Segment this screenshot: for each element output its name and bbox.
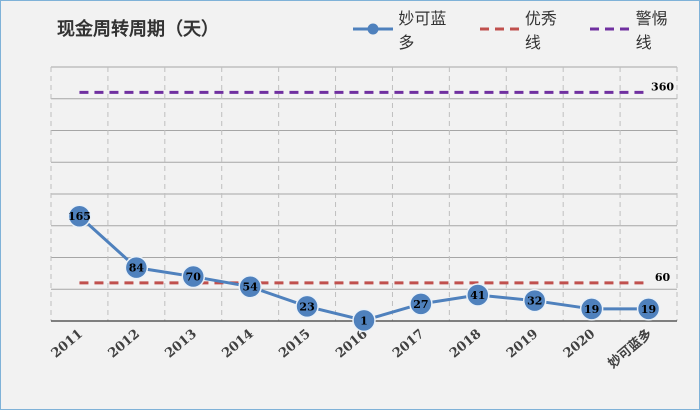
- legend-label-excellent-line: 优秀线: [524, 9, 557, 52]
- legend: 妙可蓝多 优秀线 警惕线: [351, 9, 699, 52]
- chart-title: 现金周转周期（天）: [57, 19, 219, 40]
- data-label: 84: [129, 262, 145, 275]
- data-point: [181, 264, 206, 289]
- data-label: 23: [299, 300, 314, 313]
- warning-line-end-label: 360: [651, 80, 674, 93]
- legend-label-warning-line: 警惕线: [635, 9, 668, 52]
- data-label: 32: [527, 295, 542, 308]
- x-tick-label: 2011: [49, 327, 86, 362]
- legend-swatch-excellent-line: [479, 27, 520, 31]
- data-point: [124, 255, 149, 280]
- legend-item-warning-line: 警惕线: [588, 5, 683, 53]
- legend-item-excellent-line: 优秀线: [478, 5, 573, 53]
- excellent-line-end-label: 60: [655, 271, 671, 284]
- legend-label-main-series: 妙可蓝多: [398, 9, 447, 52]
- data-point: [352, 308, 376, 333]
- x-tick-label: 2017: [390, 327, 427, 362]
- legend-item-main-series: 妙可蓝多: [351, 5, 462, 53]
- x-tick-label: 2019: [504, 327, 541, 362]
- x-tick-label: 2014: [219, 327, 256, 362]
- x-tick-label: 2012: [106, 327, 143, 362]
- x-tick-label: 2015: [276, 327, 313, 362]
- data-point: [522, 288, 547, 313]
- data-point: [238, 274, 262, 299]
- data-point: [636, 297, 661, 321]
- data-label: 19: [641, 303, 656, 316]
- data-label: 70: [186, 271, 202, 284]
- data-label: 41: [470, 289, 485, 302]
- legend-swatch-main-series: [353, 23, 393, 35]
- data-point: [295, 294, 319, 319]
- data-label: 54: [243, 281, 259, 294]
- data-point: [466, 283, 490, 307]
- data-label: 1: [360, 314, 368, 327]
- data-label: 27: [413, 298, 428, 311]
- data-point: [579, 297, 604, 321]
- x-tick-label: 2020: [561, 327, 598, 362]
- x-tick-label: 2013: [162, 327, 199, 362]
- x-tick-label: 2018: [447, 327, 484, 362]
- data-label: 19: [584, 303, 599, 316]
- x-tick-label: 妙可蓝多: [605, 326, 655, 372]
- data-point: [409, 292, 433, 316]
- data-label: 165: [68, 210, 91, 223]
- legend-swatch-warning-line: [590, 27, 631, 31]
- data-point: [67, 204, 92, 228]
